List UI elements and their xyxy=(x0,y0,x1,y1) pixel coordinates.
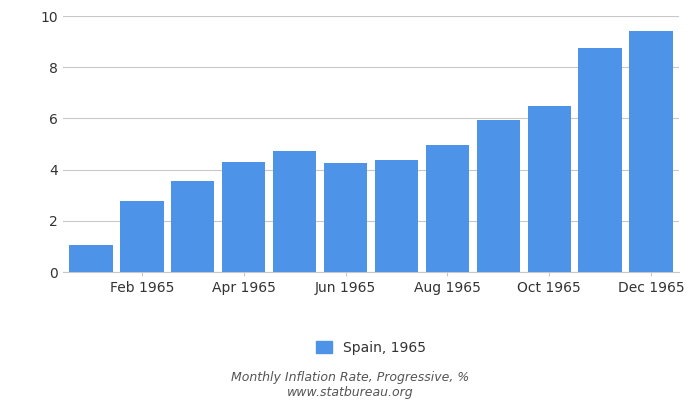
Bar xyxy=(374,160,418,272)
Bar xyxy=(528,106,570,272)
Legend: Spain, 1965: Spain, 1965 xyxy=(310,335,432,360)
Bar xyxy=(273,151,316,272)
Bar xyxy=(69,245,113,272)
Text: Monthly Inflation Rate, Progressive, %: Monthly Inflation Rate, Progressive, % xyxy=(231,372,469,384)
Bar xyxy=(324,163,368,272)
Bar xyxy=(629,30,673,272)
Bar xyxy=(120,201,164,272)
Bar xyxy=(222,162,265,272)
Bar xyxy=(172,181,214,272)
Text: www.statbureau.org: www.statbureau.org xyxy=(287,386,413,399)
Bar xyxy=(477,120,520,272)
Bar xyxy=(578,48,622,272)
Bar xyxy=(426,145,469,272)
